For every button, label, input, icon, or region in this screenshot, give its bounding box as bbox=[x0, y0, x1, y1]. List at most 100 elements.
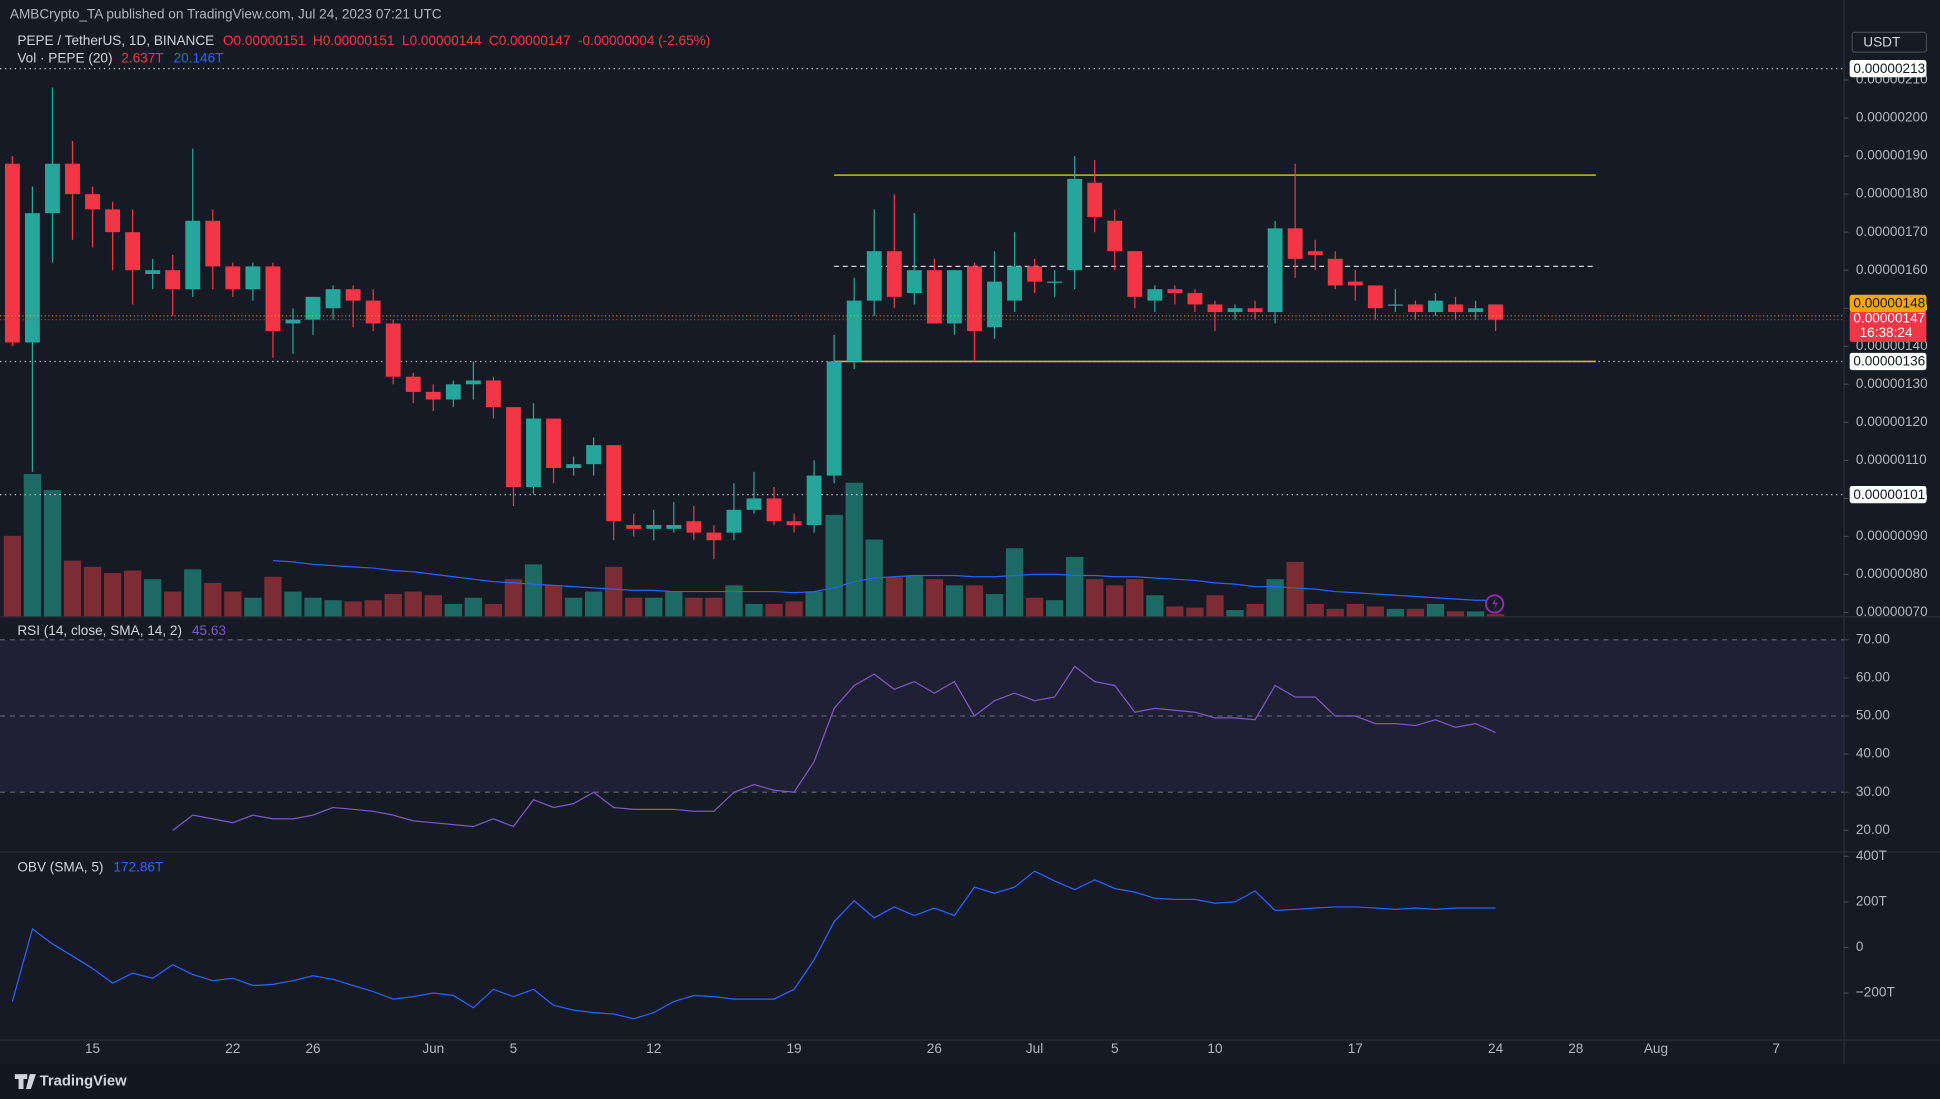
candle-body bbox=[1488, 304, 1504, 320]
price-label-box bbox=[1849, 294, 1927, 313]
candle-body bbox=[1367, 285, 1383, 309]
low: L0.00000144 bbox=[402, 33, 482, 48]
volume-bar bbox=[364, 600, 382, 617]
candle-body bbox=[405, 376, 421, 392]
candle-body bbox=[65, 163, 80, 195]
candle-body bbox=[1067, 178, 1083, 271]
symbol-legend: PEPE / TetherUS, 1D, BINANCE O0.00000151… bbox=[17, 33, 710, 48]
y-tick-label: 0.00000200 bbox=[1856, 110, 1928, 125]
candle-body bbox=[465, 380, 481, 385]
candle-body bbox=[1387, 304, 1403, 306]
volume-bar bbox=[885, 576, 903, 617]
candle-body bbox=[1107, 220, 1123, 252]
candle-body bbox=[1247, 308, 1263, 313]
level-label: 0.00000136 bbox=[1853, 354, 1925, 369]
volume-bar bbox=[3, 535, 22, 617]
candle-body bbox=[806, 475, 822, 526]
volume-sma-line bbox=[272, 560, 1496, 601]
close: C0.00000147 bbox=[489, 33, 571, 48]
volume-bar bbox=[605, 566, 623, 617]
rsi-value: 45.63 bbox=[192, 623, 226, 638]
candle-body bbox=[1127, 251, 1143, 297]
candle-body bbox=[145, 270, 161, 275]
candle-body bbox=[85, 194, 100, 210]
candle-body bbox=[1167, 289, 1183, 294]
volume-bar bbox=[264, 576, 282, 617]
candle-body bbox=[385, 323, 401, 377]
y-tick-label: 60.00 bbox=[1856, 669, 1890, 684]
price-label: 0.00000147 bbox=[1853, 311, 1925, 326]
volume-bar bbox=[745, 603, 763, 617]
volume-bar bbox=[424, 595, 442, 617]
y-tick-label: 0.00000170 bbox=[1856, 224, 1928, 239]
candle-body bbox=[566, 464, 582, 468]
currency: USDT bbox=[1863, 34, 1900, 49]
candle-body bbox=[1468, 308, 1483, 313]
candle-body bbox=[365, 300, 381, 324]
volume-bar bbox=[184, 569, 202, 617]
candle-body bbox=[846, 300, 862, 362]
candle-body bbox=[4, 163, 20, 343]
volume-title: Vol · PEPE (20) bbox=[17, 50, 112, 65]
candle-body bbox=[1227, 308, 1243, 313]
volume-bar bbox=[1186, 607, 1204, 617]
volume-bar bbox=[1025, 597, 1044, 617]
volume-bar bbox=[925, 579, 944, 617]
rsi-title: RSI (14, close, SMA, 14, 2) bbox=[17, 623, 182, 638]
x-tick-label: 5 bbox=[1111, 1041, 1119, 1056]
candle-body bbox=[906, 270, 922, 294]
candle-body bbox=[526, 418, 541, 487]
candle-body bbox=[1087, 182, 1103, 217]
volume-bar bbox=[1045, 600, 1064, 617]
x-tick-label: Jul bbox=[1026, 1041, 1043, 1056]
volume-bar bbox=[504, 579, 523, 617]
candle-body bbox=[946, 270, 962, 324]
volume-bar bbox=[284, 591, 302, 617]
volume-bar bbox=[1246, 603, 1264, 617]
candle-body bbox=[826, 361, 842, 476]
x-tick-label: 26 bbox=[927, 1041, 942, 1056]
y-tick-label: 50.00 bbox=[1856, 708, 1890, 723]
volume-bar bbox=[484, 603, 503, 617]
candle-body bbox=[726, 509, 742, 533]
volume-bar bbox=[344, 601, 362, 617]
candle-body bbox=[586, 445, 602, 465]
volume-bar bbox=[725, 585, 743, 617]
x-tick-label: 10 bbox=[1207, 1041, 1223, 1056]
candle-body bbox=[1307, 251, 1323, 255]
volume-bar bbox=[985, 594, 1004, 617]
volume-bar bbox=[905, 575, 923, 617]
candle-body bbox=[165, 270, 181, 290]
volume-bar bbox=[1386, 608, 1405, 617]
y-tick-label: 0.00000180 bbox=[1856, 186, 1928, 201]
volume-bar bbox=[464, 597, 483, 617]
volume-bar bbox=[144, 579, 162, 617]
rsi-legend: RSI (14, close, SMA, 14, 2) 45.63 bbox=[17, 623, 226, 638]
candle-body bbox=[786, 521, 802, 526]
candle-body bbox=[866, 251, 882, 301]
volume-bar bbox=[625, 597, 643, 617]
candle-body bbox=[646, 525, 662, 529]
candle-body bbox=[225, 266, 241, 290]
volume-bar bbox=[584, 591, 603, 617]
x-tick-label: 15 bbox=[85, 1041, 100, 1056]
volume-bar bbox=[1166, 606, 1184, 617]
x-tick-label: 12 bbox=[646, 1041, 661, 1056]
volume-bar bbox=[1346, 603, 1364, 617]
obv-legend: OBV (SMA, 5) 172.86T bbox=[17, 859, 163, 874]
candle-body bbox=[987, 281, 1002, 328]
volume-bar bbox=[564, 597, 583, 617]
volume-bar bbox=[1406, 608, 1425, 617]
volume-bar bbox=[1005, 548, 1024, 617]
price-label: 0.00000148 bbox=[1853, 296, 1925, 311]
x-tick-label: 7 bbox=[1772, 1041, 1780, 1056]
volume-bar bbox=[945, 585, 964, 617]
volume-bar bbox=[1286, 561, 1304, 617]
volume-bar bbox=[63, 560, 82, 617]
volume-bar bbox=[825, 514, 843, 617]
candle-body bbox=[746, 498, 762, 510]
candle-body bbox=[886, 251, 902, 297]
candle-body bbox=[265, 266, 281, 332]
volume-bar bbox=[765, 603, 783, 617]
